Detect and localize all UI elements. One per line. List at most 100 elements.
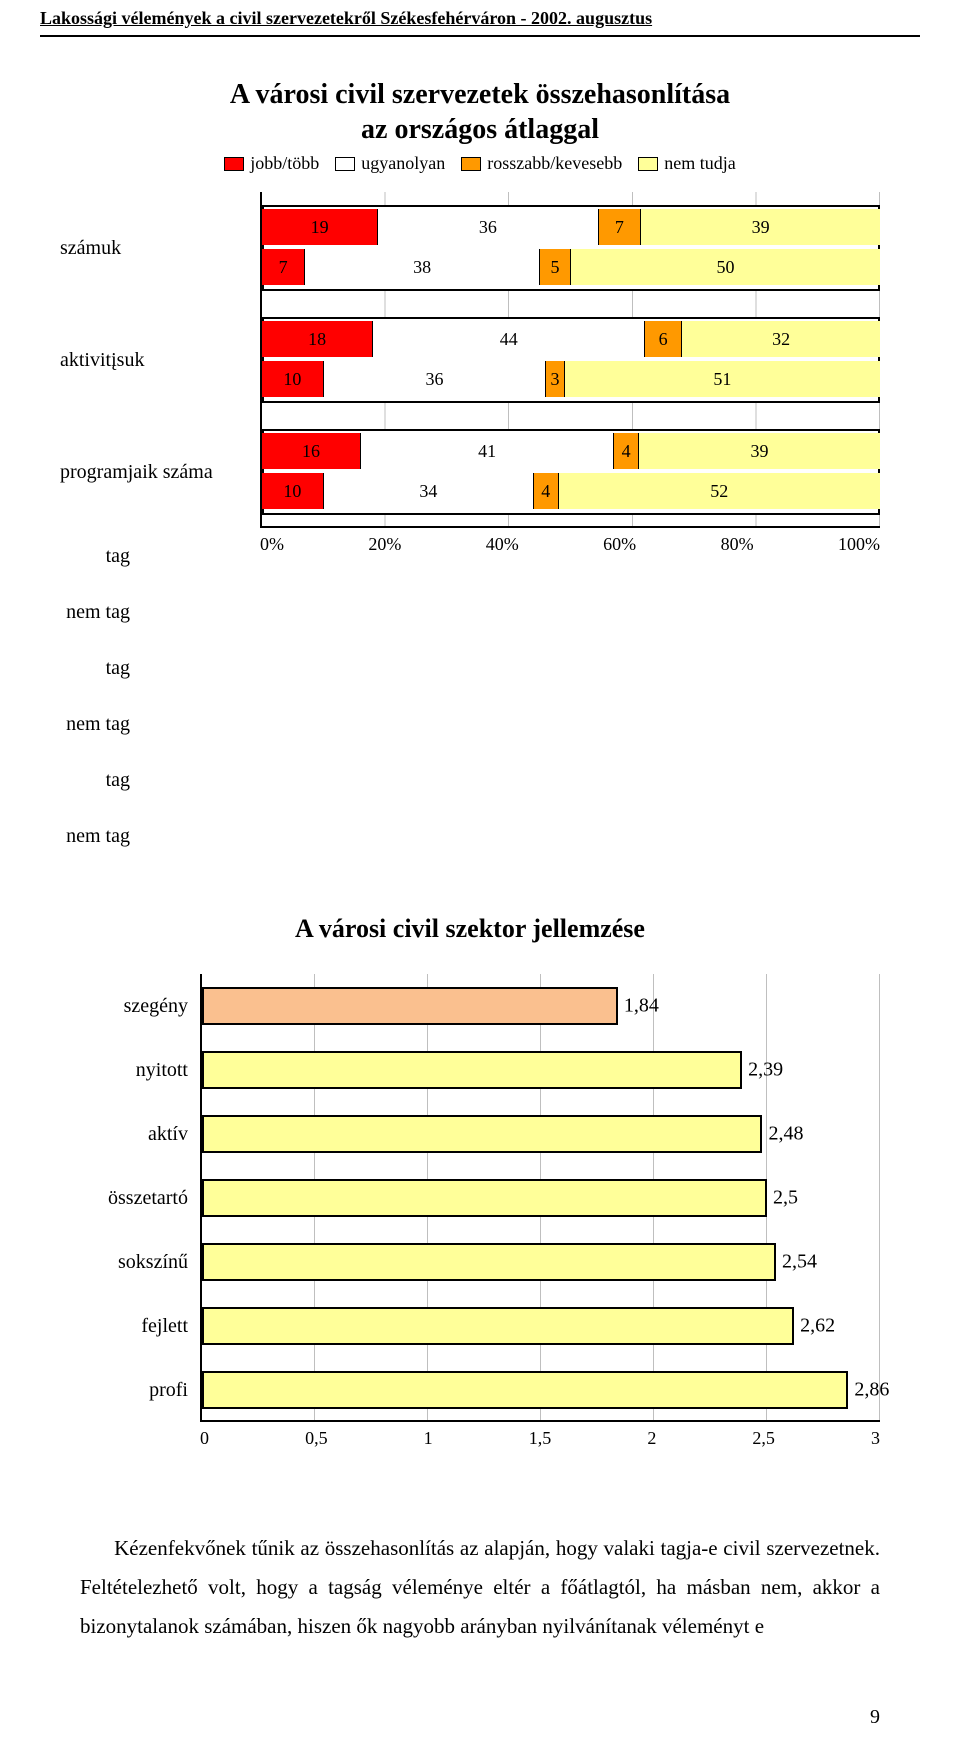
chart1-row-label: tag (60, 769, 130, 792)
chart1-x-axis: 0% 20% 40% 60% 80% 100% (260, 528, 880, 555)
legend-label: ugyanolyan (361, 153, 445, 173)
chart1-row-label: nem tag (60, 825, 130, 848)
page-number: 9 (0, 1646, 960, 1759)
chart2-plot: 1,842,392,482,52,542,622,86 (200, 974, 880, 1422)
chart2-bar-value: 2,5 (773, 1187, 798, 1210)
chart1-segment: 34 (324, 473, 534, 509)
chart1-segment: 3 (546, 361, 565, 397)
legend-label: rosszabb/kevesebb (487, 153, 622, 173)
chart1-segment: 19 (262, 209, 378, 245)
legend-swatch (638, 157, 658, 171)
chart2-x-axis: 0 0,5 1 1,5 2 2,5 3 (200, 1422, 880, 1449)
legend-item: ugyanolyan (335, 153, 445, 174)
chart2-bar (202, 1179, 767, 1217)
chart1-segment: 39 (641, 209, 880, 245)
chart1-x-tick: 100% (838, 534, 880, 555)
chart2-bar-value: 1,84 (624, 995, 659, 1018)
chart1-segment: 39 (639, 433, 880, 469)
chart2-y-label: összetartó (60, 1166, 188, 1230)
chart1-row-label: tag (60, 545, 130, 568)
legend-swatch (224, 157, 244, 171)
chart2-bar-value: 2,39 (748, 1059, 783, 1082)
chart1-bar-row: 738550 (262, 249, 880, 285)
chart1-row-label: tag (60, 657, 130, 680)
chart1-group-name: aktivitįsuk (60, 349, 260, 372)
chart1-x-tick: 0% (260, 534, 284, 555)
chart1-x-tick: 20% (368, 534, 401, 555)
legend-label: jobb/több (250, 153, 319, 173)
page-header: Lakossági vélemények a civil szervezetek… (0, 0, 960, 35)
chart2-title: A városi civil szektor jellemzése (60, 914, 880, 944)
chart1-x-tick: 80% (721, 534, 754, 555)
chart1-segment: 16 (262, 433, 361, 469)
chart1-bar-row: 1641439 (262, 433, 880, 469)
header-rule (40, 35, 920, 37)
chart1-segment: 4 (614, 433, 639, 469)
chart1-x-tick: 60% (603, 534, 636, 555)
legend-item: nem tudja (638, 153, 735, 174)
chart2-y-labels: szegénynyitottaktívösszetartósokszínűfej… (60, 974, 200, 1449)
chart1-group-name: programjaik száma (60, 461, 260, 484)
chart1-segment: 7 (262, 249, 305, 285)
legend-label: nem tudja (664, 153, 735, 173)
chart1-title: A városi civil szervezetek összehasonlít… (80, 77, 880, 147)
chart2-x-tick: 3 (871, 1428, 880, 1449)
chart1-bar-row: 1036351 (262, 361, 880, 397)
chart2-y-label: sokszínű (60, 1230, 188, 1294)
chart1-group-name: számuk (60, 237, 260, 260)
chart2-x-tick: 0 (200, 1428, 209, 1449)
chart1-segment: 51 (565, 361, 880, 397)
chart2-y-label: nyitott (60, 1038, 188, 1102)
chart1-segment: 52 (559, 473, 880, 509)
chart1-segment: 6 (645, 321, 682, 357)
chart2-bar (202, 1371, 848, 1409)
chart1: számuk aktivitįsuk programjaik száma tag nem… (60, 192, 880, 864)
legend-item: rosszabb/kevesebb (461, 153, 622, 174)
chart2-x-tick: 2,5 (752, 1428, 775, 1449)
chart2-bar-value: 2,86 (854, 1379, 889, 1402)
chart2-x-tick: 1,5 (529, 1428, 552, 1449)
chart1-x-tick: 40% (486, 534, 519, 555)
chart2-bar-value: 2,54 (782, 1251, 817, 1274)
chart1-row-label: nem tag (60, 713, 130, 736)
chart2-y-label: aktív (60, 1102, 188, 1166)
chart1-segment: 4 (534, 473, 559, 509)
chart2-y-label: fejlett (60, 1294, 188, 1358)
chart2-y-label: szegény (60, 974, 188, 1038)
chart1-segment: 44 (373, 321, 645, 357)
chart2-bar (202, 1307, 794, 1345)
body-paragraph: Kézenfekvőnek tűnik az összehasonlítás a… (80, 1529, 880, 1646)
chart1-bar-row: 1844632 (262, 321, 880, 357)
legend-swatch (461, 157, 481, 171)
chart1-segment: 5 (540, 249, 571, 285)
chart1-segment: 50 (571, 249, 880, 285)
chart1-title-line2: az országos átlaggal (361, 114, 599, 145)
chart1-segment: 10 (262, 473, 324, 509)
chart2-x-tick: 1 (424, 1428, 433, 1449)
chart1-segment: 38 (305, 249, 540, 285)
chart1-bar-row: 1936739 (262, 209, 880, 245)
chart2-bar (202, 1051, 742, 1089)
chart1-segment: 32 (682, 321, 880, 357)
chart1-row-label: nem tag (60, 601, 130, 624)
legend-item: jobb/több (224, 153, 319, 174)
chart1-segment: 10 (262, 361, 324, 397)
chart1-segment: 36 (324, 361, 546, 397)
chart1-legend: jobb/több ugyanolyan rosszabb/kevesebb nem … (0, 153, 960, 174)
chart2-bar (202, 1243, 776, 1281)
chart2-y-label: profi (60, 1358, 188, 1422)
legend-swatch (335, 157, 355, 171)
chart1-segment: 7 (599, 209, 642, 245)
chart1-plot: 1936739738550184463210363511641439103445… (260, 192, 880, 528)
chart2-bar (202, 987, 618, 1025)
chart2-x-tick: 2 (647, 1428, 656, 1449)
chart1-y-labels: számuk aktivitįsuk programjaik száma tag nem… (60, 192, 260, 864)
chart2-bar-value: 2,48 (768, 1123, 803, 1146)
chart1-segment: 41 (361, 433, 614, 469)
chart2: A városi civil szektor jellemzése szegén… (60, 914, 880, 1449)
chart1-bar-row: 1034452 (262, 473, 880, 509)
chart1-segment: 18 (262, 321, 373, 357)
chart2-x-tick: 0,5 (305, 1428, 328, 1449)
chart1-segment: 36 (378, 209, 598, 245)
chart1-title-line1: A városi civil szervezetek összehasonlít… (230, 79, 730, 110)
